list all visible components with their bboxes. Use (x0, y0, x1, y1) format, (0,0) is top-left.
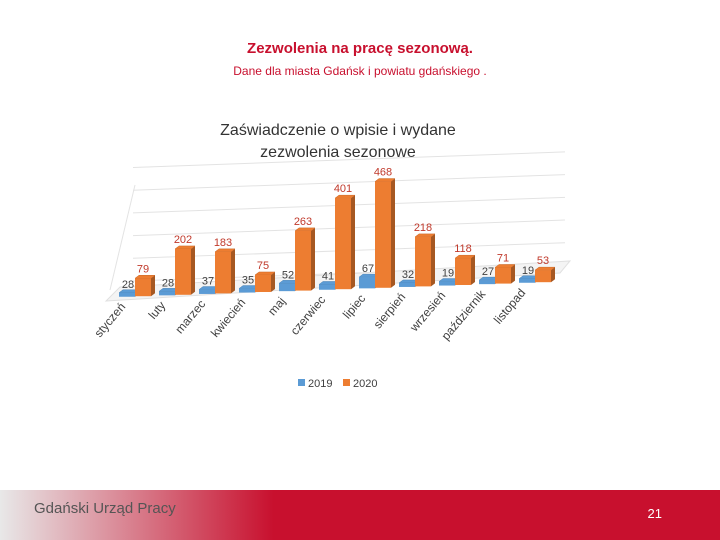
bar-2019-4 (279, 283, 295, 292)
slide-subtitle: Dane dla miasta Gdańsk i powiatu gdański… (233, 64, 487, 78)
category-label: marzec (172, 297, 208, 336)
category-label: wrzesień (406, 289, 448, 335)
category-label: luty (146, 299, 169, 322)
bar-2020-0-top (134, 275, 156, 279)
category-label: maj (265, 294, 288, 318)
data-label-2020: 183 (214, 237, 232, 249)
data-label-2020: 468 (374, 167, 392, 179)
bar-2020-10 (535, 270, 551, 283)
category-label: sierpień (371, 290, 409, 331)
data-label-2020: 79 (137, 263, 149, 275)
chart-bars (118, 178, 556, 297)
category-label: październik (439, 287, 489, 343)
data-label-2019: 19 (522, 265, 534, 277)
bar-2020-5-top (334, 194, 356, 199)
bar-2020-1 (175, 248, 191, 295)
data-label-2020: 118 (454, 243, 472, 255)
bar-2019-2 (199, 289, 215, 294)
bar-2020-1-top (174, 245, 196, 250)
bar-2019-1 (159, 291, 175, 296)
data-label-2019: 67 (362, 263, 374, 275)
bar-2019-8 (439, 281, 455, 286)
data-label-2020: 75 (257, 260, 269, 272)
category-label: czerwiec (288, 293, 329, 338)
bar-2020-0-side (151, 275, 155, 297)
data-label-2019: 28 (162, 277, 174, 289)
bar-2020-10-top (534, 266, 556, 271)
bar-2020-0 (135, 278, 151, 297)
chart-data-labels: 2879282023718335755226341401674683221819… (122, 167, 549, 291)
data-label-2020: 218 (414, 222, 432, 234)
data-label-2019: 32 (402, 269, 414, 281)
chart-legend: 2019 2020 (298, 378, 377, 390)
footer-bar: Gdański Urząd Pracy 21 (0, 490, 720, 540)
data-label-2020: 401 (334, 183, 352, 195)
chart-wall-edge (109, 184, 136, 291)
legend-label-2019: 2019 (308, 378, 332, 390)
bar-2019-3 (239, 288, 255, 293)
data-label-2019: 28 (122, 279, 134, 291)
bar-2020-2-top (214, 248, 236, 253)
category-label: kwiecień (208, 296, 248, 340)
bar-2019-9 (479, 280, 495, 285)
legend-label-2020: 2020 (353, 378, 377, 390)
bar-2020-8 (455, 258, 471, 285)
legend-swatch-2019 (298, 379, 305, 386)
bar-2020-3-top (254, 271, 276, 276)
bar-2020-7-top (414, 233, 436, 238)
legend-swatch-2020 (343, 379, 350, 386)
bar-2020-9 (495, 267, 511, 284)
bar-2020-4 (295, 230, 311, 291)
bar-2020-2 (215, 251, 231, 294)
bar-2020-10-side (551, 267, 555, 283)
category-label: lipiec (340, 292, 368, 322)
bar-2020-1-side (191, 245, 195, 295)
data-label-2020: 263 (294, 216, 312, 228)
data-label-2020: 53 (537, 255, 549, 267)
data-label-2019: 27 (482, 266, 494, 278)
footer-organization: Gdański Urząd Pracy (34, 500, 176, 517)
bar-2020-5 (335, 198, 351, 290)
bar-2020-9-top (494, 264, 516, 268)
bar-2019-7 (399, 282, 415, 287)
bar-2020-2-side (231, 248, 235, 294)
gridline (132, 151, 566, 168)
bar-2020-6-side (391, 178, 395, 288)
data-label-2020: 71 (497, 252, 509, 264)
category-label: styczeń (91, 300, 128, 340)
bar-chart: 2879282023718335755226341401674683221819… (91, 151, 572, 390)
bar-2019-10 (519, 278, 535, 283)
bar-2020-4-top (294, 227, 316, 232)
page-number: 21 (647, 506, 662, 521)
bar-2020-5-side (351, 195, 355, 290)
data-label-2019: 37 (202, 276, 214, 288)
bar-2019-5 (319, 284, 335, 290)
bar-2020-7-side (431, 233, 435, 287)
bar-2020-8-top (454, 254, 476, 259)
bar-2020-9-side (511, 264, 515, 284)
chart-title: Zaświadczenie o wpisie i wydane zezwolen… (220, 122, 456, 161)
bar-2019-0 (119, 292, 135, 297)
bar-2020-3-side (271, 271, 275, 292)
bar-2020-6-top (374, 178, 396, 182)
data-label-2019: 41 (322, 270, 334, 282)
slide-title: Zezwolenia na pracę sezonową. (247, 40, 473, 57)
data-label-2019: 19 (442, 268, 454, 280)
bar-2020-3 (255, 274, 271, 292)
bar-2019-6 (359, 277, 375, 289)
bar-2020-4-side (311, 227, 315, 291)
gridline (132, 174, 566, 191)
data-label-2019: 52 (282, 269, 294, 281)
bar-2020-8-side (471, 255, 475, 285)
category-label: listopad (491, 286, 528, 327)
bar-2020-7 (415, 236, 431, 287)
bar-2020-6 (375, 181, 391, 288)
data-label-2019: 35 (242, 275, 254, 287)
data-label-2020: 202 (174, 234, 192, 246)
